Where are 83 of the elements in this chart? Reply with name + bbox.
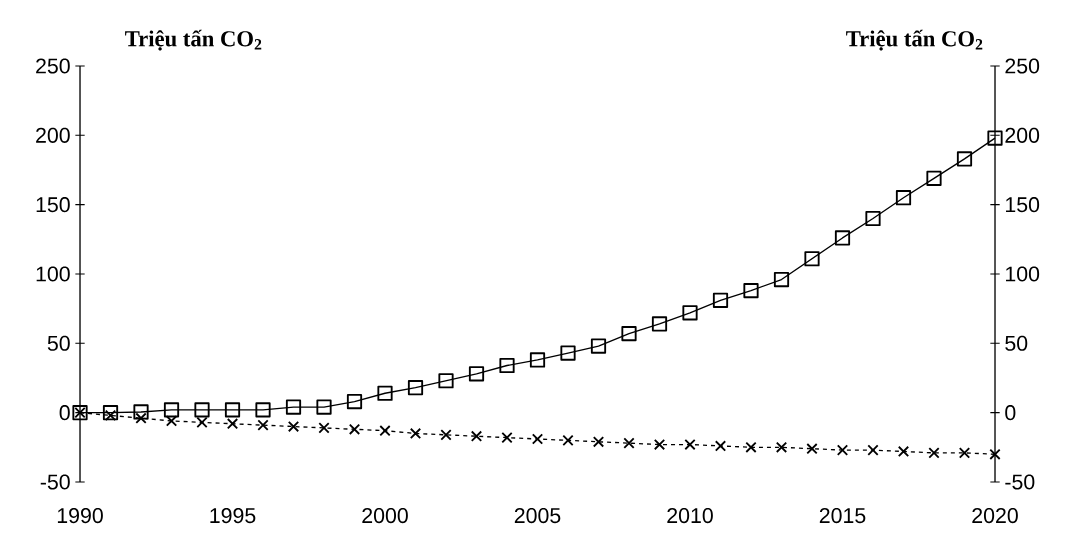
y-tick-label: 200 [36, 127, 70, 143]
point [257, 419, 269, 431]
point [775, 441, 788, 453]
point [651, 316, 668, 332]
y-tick-label: 250 [36, 58, 70, 74]
point [773, 271, 790, 288]
point [409, 427, 422, 440]
point [224, 402, 241, 418]
point [531, 433, 544, 445]
point [987, 130, 1003, 146]
point [989, 448, 1001, 460]
point [834, 230, 851, 246]
point [928, 447, 940, 459]
y2-tick-label: 150 [1006, 197, 1040, 213]
y2-tick-label: -50 [1005, 474, 1035, 490]
point [438, 373, 454, 389]
y2-tick-label: 0 [1005, 405, 1016, 421]
point [346, 393, 363, 410]
point [867, 444, 879, 456]
y-tick-label: 100 [36, 266, 70, 282]
x-tick-label: 1990 [57, 508, 103, 524]
y2-axis-title: Triệu tấn CO$_{2}$ [846, 29, 983, 51]
point [684, 438, 696, 451]
point [956, 151, 973, 167]
point [196, 416, 208, 429]
point [440, 429, 452, 441]
y-axis-title: Triệu tấn CO$_{2}$ [125, 29, 262, 51]
point [895, 190, 912, 206]
point [804, 251, 820, 267]
point [318, 422, 330, 434]
point [102, 405, 119, 421]
point [133, 404, 149, 420]
point [287, 420, 300, 433]
point [958, 447, 971, 459]
y-tick-label: 50 [47, 335, 70, 351]
point [316, 399, 332, 415]
point [348, 423, 361, 435]
point [407, 380, 424, 396]
point [592, 436, 605, 448]
point [623, 437, 635, 449]
x-tick-label: 2010 [667, 508, 713, 524]
x-tick-label: 2015 [819, 508, 866, 524]
point [529, 352, 546, 368]
point [163, 402, 180, 418]
point [745, 441, 757, 453]
point [714, 440, 727, 452]
x-tick-label: 2020 [972, 508, 1018, 524]
point [743, 283, 759, 299]
point [194, 402, 210, 418]
point [865, 210, 881, 227]
y2-tick-label: 100 [1006, 266, 1040, 282]
point [712, 292, 729, 308]
point [682, 305, 698, 321]
point [379, 425, 391, 437]
x-tick-label: 1995 [210, 508, 256, 524]
y-tick-label: 0 [59, 405, 70, 421]
point [897, 445, 910, 458]
point [499, 357, 515, 374]
y2-tick-label: 200 [1005, 127, 1040, 143]
point [501, 431, 513, 444]
point [926, 170, 942, 186]
point [135, 412, 147, 424]
point [836, 444, 849, 456]
point [255, 402, 271, 418]
point [285, 399, 302, 415]
y2-tick-label: 250 [1005, 58, 1040, 74]
point [621, 326, 637, 342]
point [806, 443, 818, 455]
y2-tick-label: 50 [1005, 335, 1028, 351]
y-tick-label: -50 [40, 474, 70, 490]
point [165, 415, 178, 427]
y-tick-label: 150 [36, 197, 70, 213]
point [560, 345, 576, 361]
point [562, 434, 574, 447]
x-tick-label: 2005 [514, 508, 561, 524]
point [653, 438, 666, 451]
point [226, 418, 239, 430]
point [590, 338, 607, 354]
point [468, 366, 485, 382]
point [470, 430, 483, 442]
x-tick-label: 2000 [362, 508, 408, 524]
point [104, 409, 117, 422]
point [377, 385, 393, 401]
